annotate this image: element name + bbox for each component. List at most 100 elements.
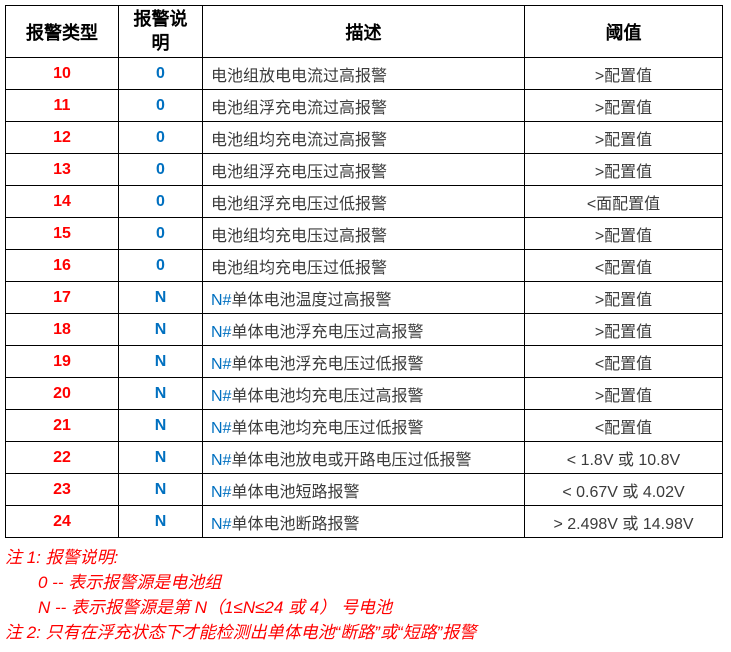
description-cell: N#单体电池均充电压过低报警 — [202, 409, 525, 442]
description-text: 电池组均充电压过低报警 — [211, 259, 388, 277]
threshold-cell: > 2.498V 或 14.98V — [524, 505, 723, 538]
col-header-alarm-type-label: 报警类型 — [26, 22, 98, 43]
note-1-item-n: N -- 表示报警源是第 N（1≤N≤24 或 4） 号电池 — [38, 598, 392, 617]
alarm-source-cell: N — [118, 345, 203, 378]
note-1-title: 注 1: 报警说明: — [5, 548, 119, 567]
table-row: 11 0 电池组浮充电流过高报警 >配置值 — [5, 89, 723, 122]
threshold-cell: >配置值 — [524, 57, 723, 90]
alarm-type-cell: 16 — [5, 249, 119, 282]
col-header-threshold-label: 阈值 — [605, 22, 642, 43]
alarm-type-cell: 21 — [5, 409, 119, 442]
description-cell: N#单体电池浮充电压过低报警 — [202, 345, 525, 378]
alarm-source-cell: 0 — [118, 217, 203, 250]
description-cell: 电池组浮充电流过高报警 — [202, 89, 525, 122]
alarm-type-cell: 23 — [5, 473, 119, 506]
description-text: 电池组浮充电流过高报警 — [211, 99, 388, 117]
alarm-type-cell: 10 — [5, 57, 119, 90]
description-cell: N#单体电池断路报警 — [202, 505, 525, 538]
alarm-type-cell: 22 — [5, 441, 119, 474]
description-cell: N#单体电池均充电压过高报警 — [202, 377, 525, 410]
note-1-item-0: 0 -- 表示报警源是电池组 — [38, 573, 222, 592]
description-cell: 电池组浮充电压过低报警 — [202, 185, 525, 218]
threshold-cell: <配置值 — [524, 345, 723, 378]
battery-number-prefix: N# — [211, 291, 232, 309]
table-row: 22 N N#单体电池放电或开路电压过低报警 < 1.8V 或 10.8V — [5, 441, 723, 474]
threshold-cell: >配置值 — [524, 281, 723, 314]
alarm-type-cell: 11 — [5, 89, 119, 122]
description-cell: N#单体电池温度过高报警 — [202, 281, 525, 314]
table-row: 17 N N#单体电池温度过高报警 >配置值 — [5, 281, 723, 314]
col-header-alarm-source: 报警说明 — [118, 5, 203, 58]
alarm-code-table: 报警类型 报警说明 描述 阈值 10 0 电池组放电电流过高报警 >配置值 11 — [5, 5, 723, 538]
alarm-source-cell: 0 — [118, 57, 203, 90]
description-text: 电池组均充电压过高报警 — [211, 227, 388, 245]
description-text: 单体电池温度过高报警 — [231, 291, 392, 309]
battery-number-prefix: N# — [211, 451, 232, 469]
description-text: 单体电池均充电压过高报警 — [231, 387, 424, 405]
description-text: 电池组浮充电压过高报警 — [211, 163, 388, 181]
alarm-type-cell: 20 — [5, 377, 119, 410]
description-text: 单体电池浮充电压过低报警 — [231, 355, 424, 373]
description-cell: 电池组均充电流过高报警 — [202, 121, 525, 154]
alarm-source-cell: N — [118, 377, 203, 410]
note-2: 注 2: 只有在浮充状态下才能检测出单体电池“断路”或“短路”报警 — [5, 623, 477, 642]
description-cell: N#单体电池短路报警 — [202, 473, 525, 506]
threshold-cell: >配置值 — [524, 217, 723, 250]
page: 报警类型 报警说明 描述 阈值 10 0 电池组放电电流过高报警 >配置值 11 — [0, 5, 731, 652]
description-cell: N#单体电池放电或开路电压过低报警 — [202, 441, 525, 474]
alarm-source-cell: 0 — [118, 89, 203, 122]
col-header-threshold: 阈值 — [524, 5, 723, 58]
table-row: 20 N N#单体电池均充电压过高报警 >配置值 — [5, 377, 723, 410]
col-header-description-label: 描述 — [345, 22, 382, 43]
threshold-cell: >配置值 — [524, 377, 723, 410]
alarm-type-cell: 15 — [5, 217, 119, 250]
threshold-cell: >配置值 — [524, 89, 723, 122]
description-cell: 电池组浮充电压过高报警 — [202, 153, 525, 186]
table-row: 23 N N#单体电池短路报警 < 0.67V 或 4.02V — [5, 473, 723, 506]
description-text: 单体电池断路报警 — [231, 515, 360, 533]
col-header-alarm-source-label: 报警说明 — [133, 9, 188, 53]
threshold-cell: <面配置值 — [524, 185, 723, 218]
threshold-cell: < 1.8V 或 10.8V — [524, 441, 723, 474]
threshold-cell: <配置值 — [524, 409, 723, 442]
table-row: 12 0 电池组均充电流过高报警 >配置值 — [5, 121, 723, 154]
col-header-alarm-type: 报警类型 — [5, 5, 119, 58]
alarm-source-cell: 0 — [118, 121, 203, 154]
battery-number-prefix: N# — [211, 323, 232, 341]
table-row: 21 N N#单体电池均充电压过低报警 <配置值 — [5, 409, 723, 442]
description-text: 单体电池短路报警 — [231, 483, 360, 501]
alarm-type-cell: 18 — [5, 313, 119, 346]
table-row: 13 0 电池组浮充电压过高报警 >配置值 — [5, 153, 723, 186]
alarm-type-cell: 19 — [5, 345, 119, 378]
col-header-description: 描述 — [202, 5, 525, 58]
alarm-source-cell: N — [118, 409, 203, 442]
alarm-type-cell: 12 — [5, 121, 119, 154]
alarm-source-cell: N — [118, 281, 203, 314]
alarm-type-cell: 14 — [5, 185, 119, 218]
description-text: 单体电池放电或开路电压过低报警 — [231, 451, 472, 469]
battery-number-prefix: N# — [211, 419, 232, 437]
description-cell: 电池组均充电压过高报警 — [202, 217, 525, 250]
table-row: 19 N N#单体电池浮充电压过低报警 <配置值 — [5, 345, 723, 378]
alarm-type-cell: 24 — [5, 505, 119, 538]
description-text: 单体电池均充电压过低报警 — [231, 419, 424, 437]
description-cell: 电池组放电电流过高报警 — [202, 57, 525, 90]
alarm-source-cell: 0 — [118, 185, 203, 218]
description-text: 单体电池浮充电压过高报警 — [231, 323, 424, 341]
description-cell: N#单体电池浮充电压过高报警 — [202, 313, 525, 346]
description-cell: 电池组均充电压过低报警 — [202, 249, 525, 282]
threshold-cell: >配置值 — [524, 153, 723, 186]
battery-number-prefix: N# — [211, 355, 232, 373]
table-row: 10 0 电池组放电电流过高报警 >配置值 — [5, 57, 723, 90]
alarm-source-cell: N — [118, 313, 203, 346]
table-row: 14 0 电池组浮充电压过低报警 <面配置值 — [5, 185, 723, 218]
table-row: 18 N N#单体电池浮充电压过高报警 >配置值 — [5, 313, 723, 346]
battery-number-prefix: N# — [211, 515, 232, 533]
header-row: 报警类型 报警说明 描述 阈值 — [5, 5, 723, 58]
table-header: 报警类型 报警说明 描述 阈值 — [5, 5, 723, 58]
table-body: 10 0 电池组放电电流过高报警 >配置值 11 0 电池组浮充电流过高报警 >… — [5, 57, 723, 538]
table-row: 15 0 电池组均充电压过高报警 >配置值 — [5, 217, 723, 250]
alarm-source-cell: 0 — [118, 153, 203, 186]
threshold-cell: >配置值 — [524, 121, 723, 154]
battery-number-prefix: N# — [211, 387, 232, 405]
